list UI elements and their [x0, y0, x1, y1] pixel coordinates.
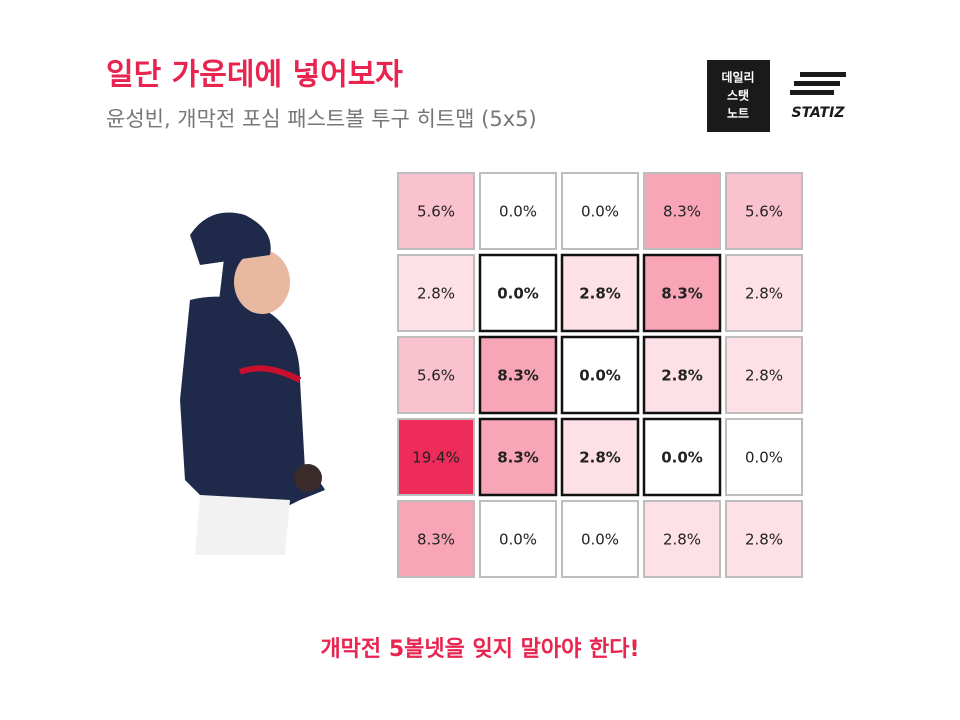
cell-label: 0.0% [579, 367, 621, 385]
brand-box [707, 60, 770, 132]
cell-label: 2.8% [579, 449, 621, 467]
cell-label: 8.3% [417, 531, 455, 549]
cell-label: 2.8% [661, 367, 703, 385]
heat-cell [397, 418, 475, 496]
heat-cell [725, 254, 803, 332]
heat-cell [397, 254, 475, 332]
heat-cell [642, 253, 722, 333]
cell-label: 5.6% [417, 203, 455, 221]
cell-label: 8.3% [663, 203, 701, 221]
heat-cell [725, 500, 803, 578]
cell-label: 2.8% [417, 285, 455, 303]
heat-cell [725, 336, 803, 414]
heat-cell [397, 500, 475, 578]
cell-label: 5.6% [417, 367, 455, 385]
heat-cell [561, 500, 639, 578]
brand-text: 노트 [727, 107, 749, 121]
cell-label: 8.3% [497, 367, 539, 385]
cell-label: 0.0% [581, 203, 619, 221]
footer: 개막전 5볼넷을 잊지 말아야 한다! [320, 637, 639, 662]
cell-label: 2.8% [745, 531, 783, 549]
cell-label: 0.0% [745, 449, 783, 467]
heat-cell [642, 335, 722, 415]
cell-label: 0.0% [499, 203, 537, 221]
brand-text: 데일리 [721, 70, 754, 85]
heat-cell [642, 417, 722, 497]
cell-label: 2.8% [579, 285, 621, 303]
heat-cell [725, 418, 803, 496]
cell-label: 19.4% [412, 449, 460, 467]
heat-cell [479, 172, 557, 250]
cell-label: 8.3% [497, 449, 539, 467]
subtitle: 윤성빈, 개막전 포심 패스트볼 투구 히트맵 (5x5) [106, 107, 537, 131]
heat-cell [560, 253, 640, 333]
cell-label: 5.6% [745, 203, 783, 221]
cell-label: 0.0% [499, 531, 537, 549]
heat-cell [478, 417, 558, 497]
cell-label: 2.8% [745, 367, 783, 385]
cell-label: 8.3% [661, 285, 703, 303]
heat-cell [561, 172, 639, 250]
title: 일단 가운데에 넣어보자 [106, 58, 403, 93]
heat-cell [397, 172, 475, 250]
heat-cell [479, 500, 557, 578]
cell-label: 0.0% [661, 449, 703, 467]
cell-label: 2.8% [663, 531, 701, 549]
cell-label: 0.0% [581, 531, 619, 549]
heat-cell [643, 500, 721, 578]
brand-text: 스탯 [727, 88, 749, 103]
player-photo [180, 212, 325, 555]
heat-cell [397, 336, 475, 414]
heat-cell [478, 335, 558, 415]
cell-label: 2.8% [745, 285, 783, 303]
logo-text: STATIZ [792, 105, 846, 121]
heat-cell [643, 172, 721, 250]
logo-stripes [790, 72, 846, 95]
heat-cell [560, 417, 640, 497]
heat-cell [725, 172, 803, 250]
heat-cell [560, 335, 640, 415]
cell-label: 0.0% [497, 285, 539, 303]
heat-cell [478, 253, 558, 333]
